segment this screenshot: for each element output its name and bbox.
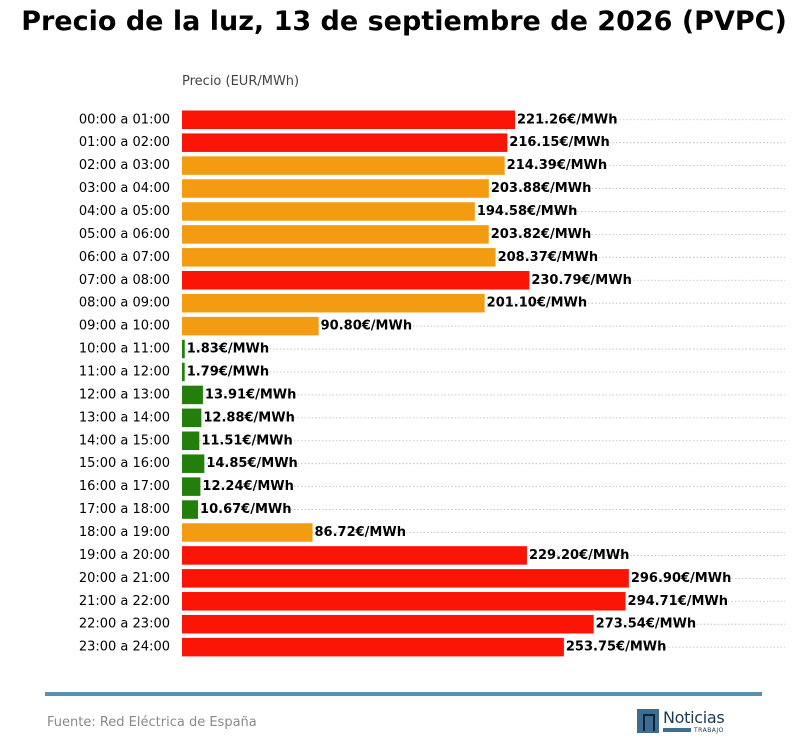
bar — [182, 477, 201, 496]
y-tick-label: 05:00 a 06:00 — [79, 227, 170, 242]
y-tick-label: 14:00 a 15:00 — [79, 433, 170, 448]
y-tick-label: 12:00 a 13:00 — [79, 387, 170, 402]
data-label: 216.15€/MWh — [509, 135, 609, 150]
y-tick-label: 03:00 a 04:00 — [79, 181, 170, 196]
y-tick-label: 06:00 a 07:00 — [79, 250, 170, 265]
footer-divider — [45, 692, 762, 696]
bar — [182, 271, 530, 290]
bar — [182, 202, 475, 221]
y-tick-label: 00:00 a 01:00 — [79, 112, 170, 127]
brand-logo: Noticias TRABAJO — [637, 708, 732, 735]
data-label: 201.10€/MWh — [487, 296, 588, 311]
y-tick-label: 07:00 a 08:00 — [79, 273, 170, 288]
data-label: 11.51€/MWh — [201, 433, 292, 448]
bar — [182, 362, 185, 382]
data-label: 12.88€/MWh — [203, 410, 294, 425]
bar — [182, 179, 489, 198]
data-label: 208.37€/MWh — [498, 250, 599, 265]
bar — [182, 156, 505, 175]
y-tick-label: 16:00 a 17:00 — [79, 479, 170, 494]
y-tick-label: 21:00 a 22:00 — [79, 594, 170, 609]
source-text: Fuente: Red Eléctrica de España — [47, 715, 257, 730]
data-label: 229.20€/MWh — [529, 548, 630, 563]
bar — [182, 385, 203, 405]
bar — [182, 293, 485, 313]
y-tick-label: 23:00 a 24:00 — [79, 640, 170, 655]
bar — [182, 248, 496, 267]
bar-chart: 00:00 a 01:00 01:00 a 02:00 02:00 a 03:00 0… — [79, 110, 785, 657]
y-tick-label: 20:00 a 21:00 — [79, 571, 170, 586]
bar — [182, 110, 515, 129]
y-tick-label: 10:00 a 11:00 — [79, 342, 170, 357]
bar — [182, 454, 205, 473]
data-label: 13.91€/MWh — [205, 387, 296, 402]
data-label: 294.71€/MWh — [628, 594, 729, 609]
data-label: 90.80€/MWh — [321, 319, 412, 334]
data-label: 203.88€/MWh — [491, 181, 591, 196]
logo-icon — [637, 709, 659, 733]
bar — [182, 592, 626, 611]
data-label: 214.39€/MWh — [507, 158, 608, 173]
y-tick-label: 09:00 a 10:00 — [79, 319, 170, 334]
data-label: 194.58€/MWh — [477, 204, 578, 219]
data-label: 296.90€/MWh — [631, 571, 732, 586]
y-tick-label: 01:00 a 02:00 — [79, 135, 170, 150]
logo-subtext: TRABAJO — [694, 727, 724, 734]
bar — [182, 408, 202, 428]
bar — [182, 225, 489, 244]
data-label: 1.79€/MWh — [187, 364, 269, 379]
logo-wordmark: Noticias — [663, 708, 725, 727]
data-label: 86.72€/MWh — [315, 525, 406, 540]
y-tick-label: 02:00 a 03:00 — [79, 158, 170, 173]
logo-accent — [663, 728, 691, 732]
axis-label: Precio (EUR/MWh) — [182, 74, 300, 89]
bar — [182, 431, 200, 451]
bar — [182, 614, 594, 634]
data-label: 203.82€/MWh — [491, 227, 592, 242]
data-label: 230.79€/MWh — [531, 273, 632, 288]
y-tick-label: 18:00 a 19:00 — [79, 525, 170, 540]
bar — [182, 316, 319, 336]
data-label: 1.83€/MWh — [187, 342, 269, 357]
y-tick-label: 13:00 a 14:00 — [79, 410, 170, 425]
y-tick-label: 17:00 a 18:00 — [79, 502, 170, 517]
data-label: 253.75€/MWh — [566, 640, 667, 655]
data-label: 10.67€/MWh — [200, 502, 291, 517]
bar — [182, 523, 313, 542]
data-label: 12.24€/MWh — [202, 479, 293, 494]
bar — [182, 546, 527, 565]
y-tick-label: 15:00 a 16:00 — [79, 456, 170, 471]
y-tick-label: 22:00 a 23:00 — [79, 617, 170, 632]
y-tick-label: 11:00 a 12:00 — [79, 364, 170, 379]
bar — [182, 133, 508, 152]
bar — [182, 500, 199, 519]
data-label: 14.85€/MWh — [206, 456, 297, 471]
y-tick-label: 08:00 a 09:00 — [79, 296, 170, 311]
chart-title: Precio de la luz, 13 de septiembre de 20… — [21, 6, 787, 37]
y-tick-label: 19:00 a 20:00 — [79, 548, 170, 563]
data-label: 221.26€/MWh — [517, 112, 618, 127]
y-tick-label: 04:00 a 05:00 — [79, 204, 170, 219]
bar — [182, 569, 629, 588]
bar — [182, 339, 185, 359]
bar — [182, 637, 564, 657]
data-label: 273.54€/MWh — [596, 617, 697, 632]
